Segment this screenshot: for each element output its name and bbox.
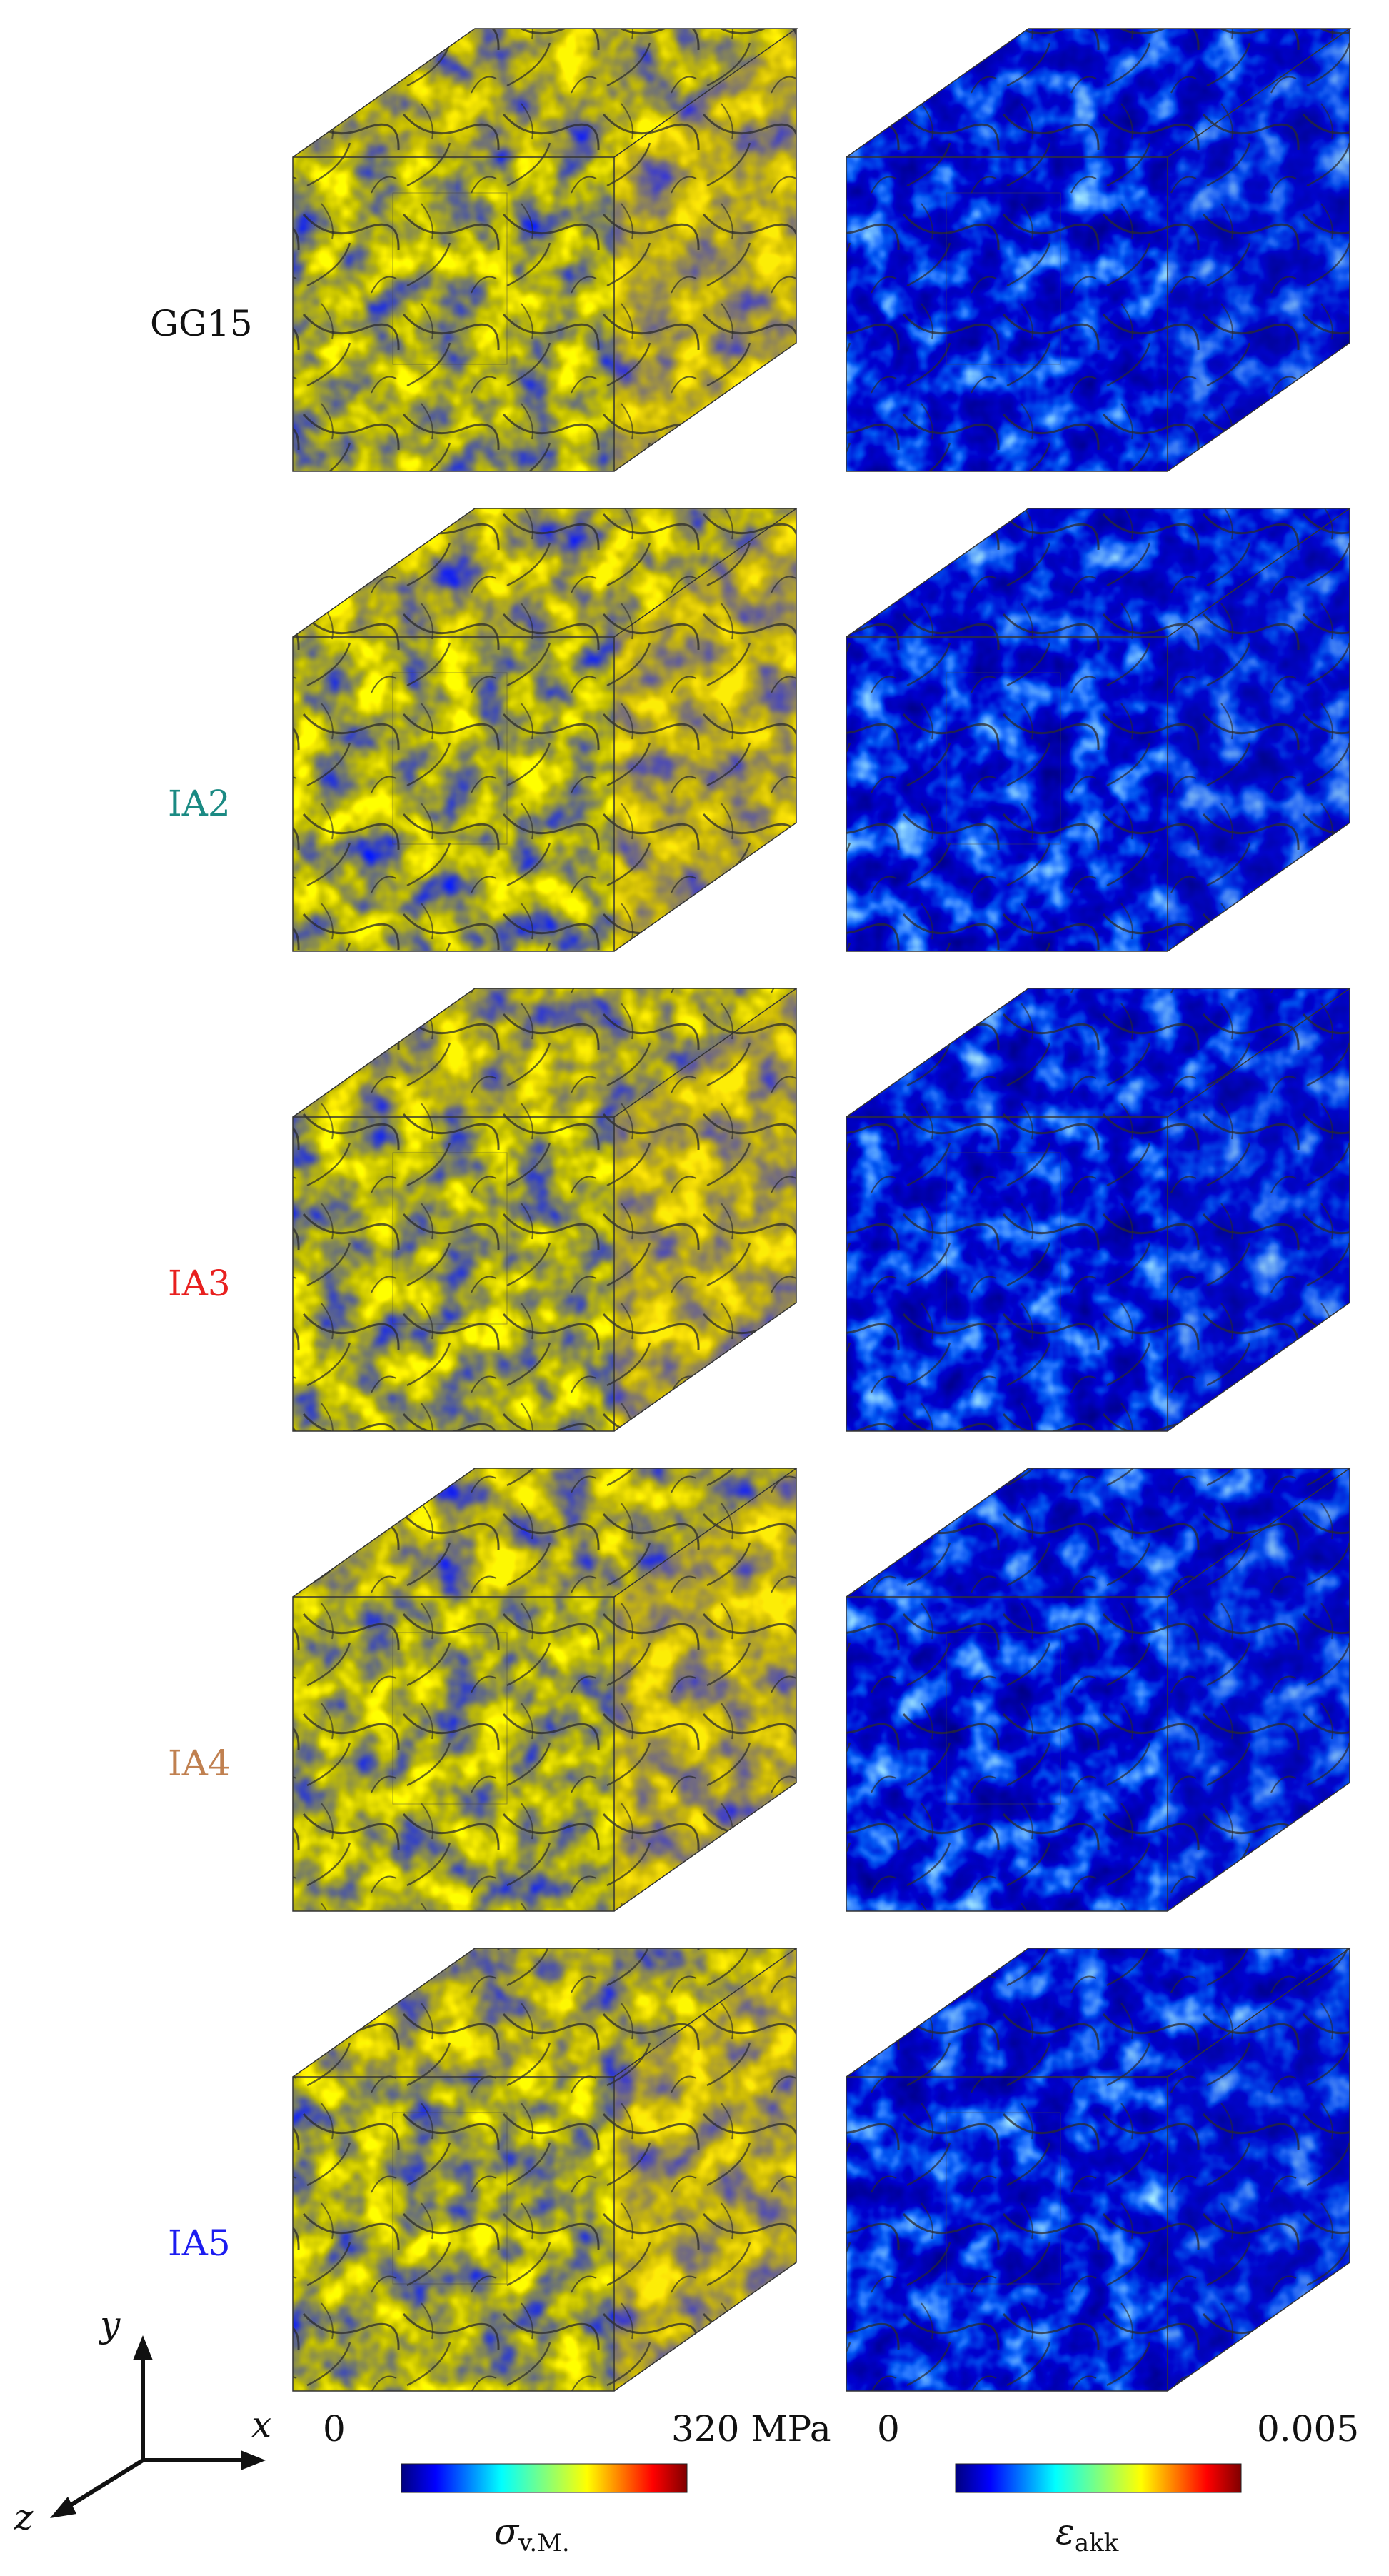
cube-strain-gg15 (846, 28, 1352, 472)
axis-y-label: y (100, 2304, 121, 2345)
colorbar-strain-title: εakk (1055, 2511, 1119, 2557)
cube-stress-ia2 (292, 508, 798, 952)
row-label-gg15: GG15 (150, 303, 253, 344)
row-label-ia4: IA4 (168, 1743, 231, 1784)
colorbar-stress-max: 320 MPa (671, 2408, 831, 2450)
cube-stress-ia3 (292, 988, 798, 1432)
axis-x-label: x (251, 2404, 272, 2445)
colorbar-strain (955, 2463, 1242, 2493)
row-label-ia2: IA2 (168, 783, 231, 824)
row-label-ia3: IA3 (168, 1263, 231, 1304)
colorbar-stress-min: 0 (323, 2408, 346, 2450)
cube-strain-ia4 (846, 1468, 1352, 1912)
cube-strain-ia5 (846, 1948, 1352, 2392)
cube-strain-ia3 (846, 988, 1352, 1432)
cube-stress-ia4 (292, 1468, 798, 1912)
row-label-ia5: IA5 (168, 2222, 231, 2264)
axis-z-label: z (14, 2497, 34, 2538)
colorbar-strain-max: 0.005 (1257, 2408, 1360, 2450)
cube-stress-ia5 (292, 1948, 798, 2392)
cube-stress-gg15 (292, 28, 798, 472)
axis-triad (50, 2335, 266, 2518)
colorbar-stress (401, 2463, 688, 2493)
colorbar-stress-title: σv.M. (494, 2511, 570, 2557)
colorbar-strain-min: 0 (877, 2408, 900, 2450)
cube-strain-ia2 (846, 508, 1352, 952)
